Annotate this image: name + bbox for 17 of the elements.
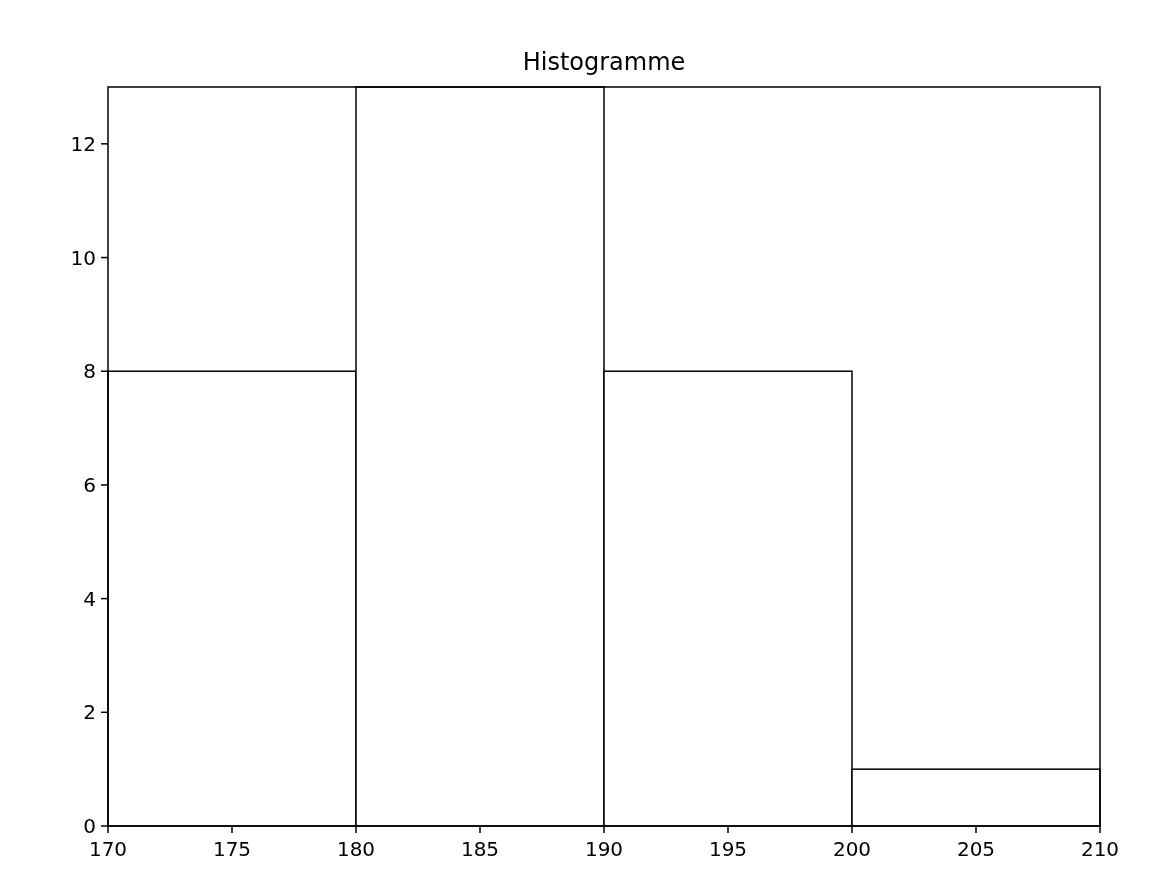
y-tick-label: 6 xyxy=(83,472,96,497)
x-tick-label: 200 xyxy=(832,837,872,861)
y-tick-label: 0 xyxy=(83,814,96,838)
y-tick-label: 10 xyxy=(70,245,96,270)
y-tick-label: 12 xyxy=(70,131,96,156)
y-tick-label: 2 xyxy=(83,700,96,725)
x-tick-label: 210 xyxy=(1080,837,1120,861)
x-tick-label: 170 xyxy=(88,837,128,861)
x-tick-label: 185 xyxy=(460,837,500,861)
x-tick-label: 195 xyxy=(708,837,748,861)
x-tick-label: 175 xyxy=(212,837,252,861)
x-tick-label: 205 xyxy=(956,837,996,861)
x-tick-label: 190 xyxy=(584,837,624,861)
chart-title: Histogramme xyxy=(522,48,686,76)
y-tick-label: 8 xyxy=(83,359,96,384)
y-tick-label: 4 xyxy=(83,586,96,611)
x-tick-label: 180 xyxy=(336,837,376,861)
